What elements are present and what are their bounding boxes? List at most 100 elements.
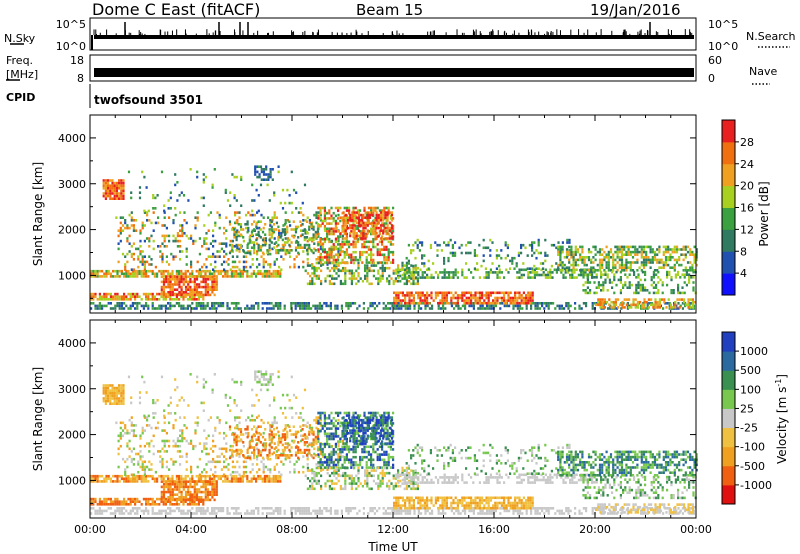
range-cell bbox=[583, 258, 586, 262]
range-cell bbox=[681, 291, 684, 295]
range-cell bbox=[443, 271, 446, 274]
range-cell bbox=[366, 274, 369, 278]
range-cell bbox=[479, 307, 482, 310]
range-cell bbox=[90, 307, 93, 310]
range-cell bbox=[180, 304, 183, 308]
range-cell bbox=[115, 216, 118, 219]
range-cell bbox=[377, 221, 380, 225]
range-cell bbox=[658, 258, 661, 262]
range-cell bbox=[213, 488, 216, 491]
range-cell bbox=[209, 275, 212, 278]
range-cell bbox=[286, 241, 289, 244]
range-cell bbox=[238, 260, 241, 264]
range-cell bbox=[113, 386, 116, 390]
range-cell bbox=[146, 219, 149, 222]
range-cell bbox=[656, 248, 659, 251]
range-cell bbox=[120, 181, 123, 185]
range-cell bbox=[114, 292, 117, 296]
range-cell bbox=[147, 304, 150, 308]
range-cell bbox=[191, 288, 194, 291]
range-cell bbox=[104, 197, 107, 200]
range-cell bbox=[319, 217, 322, 220]
range-cell bbox=[452, 276, 455, 279]
range-cell bbox=[280, 255, 283, 258]
range-cell bbox=[267, 216, 270, 219]
range-cell bbox=[339, 235, 342, 238]
range-cell bbox=[620, 307, 623, 310]
range-cell bbox=[522, 273, 525, 277]
range-cell bbox=[689, 250, 692, 254]
range-cell bbox=[572, 256, 575, 259]
range-cell bbox=[141, 226, 144, 230]
range-cell bbox=[159, 250, 162, 253]
range-cell bbox=[503, 299, 506, 302]
range-cell bbox=[606, 289, 609, 292]
range-cell bbox=[132, 434, 135, 438]
range-cell bbox=[120, 304, 123, 308]
range-cell bbox=[317, 235, 320, 238]
range-cell bbox=[586, 268, 589, 272]
range-cell bbox=[182, 496, 185, 499]
range-cell bbox=[101, 298, 104, 301]
range-cell bbox=[416, 277, 419, 280]
range-cell bbox=[341, 258, 344, 262]
range-cell bbox=[215, 285, 218, 289]
range-cell bbox=[130, 245, 133, 248]
range-cell bbox=[245, 213, 248, 217]
range-cell bbox=[164, 474, 167, 478]
range-cell bbox=[109, 295, 112, 298]
range-cell bbox=[319, 243, 322, 246]
range-cell bbox=[148, 239, 151, 243]
range-cell bbox=[639, 286, 642, 289]
range-cell bbox=[649, 245, 652, 249]
range-cell bbox=[489, 238, 492, 242]
range-cell bbox=[149, 503, 152, 506]
range-cell bbox=[136, 477, 139, 481]
range-cell bbox=[549, 271, 552, 274]
range-cell bbox=[450, 271, 453, 274]
range-cell bbox=[135, 434, 138, 438]
range-cell bbox=[197, 509, 200, 513]
range-cell bbox=[366, 213, 369, 217]
range-cell bbox=[116, 509, 119, 513]
range-cell bbox=[171, 474, 174, 478]
range-cell bbox=[593, 302, 596, 305]
range-cell bbox=[443, 262, 446, 265]
range-cell bbox=[169, 498, 172, 502]
range-cell bbox=[395, 294, 398, 297]
range-cell bbox=[201, 245, 204, 248]
range-cell bbox=[228, 275, 231, 278]
range-cell bbox=[658, 303, 661, 307]
range-cell bbox=[401, 266, 404, 270]
range-cell bbox=[648, 302, 651, 305]
range-cell bbox=[173, 304, 176, 308]
range-cell bbox=[143, 263, 146, 266]
range-cell bbox=[241, 480, 244, 483]
range-cell bbox=[357, 261, 360, 265]
range-cell bbox=[404, 299, 407, 302]
range-cell bbox=[366, 279, 369, 283]
range-cell bbox=[129, 503, 132, 506]
range-cell bbox=[301, 246, 304, 249]
range-cell bbox=[525, 301, 528, 305]
range-cell bbox=[485, 276, 488, 279]
range-cell bbox=[624, 273, 627, 276]
range-cell bbox=[412, 294, 415, 297]
range-cell bbox=[326, 211, 329, 215]
range-cell bbox=[113, 399, 116, 403]
range-cell bbox=[397, 296, 400, 300]
range-cell bbox=[364, 211, 367, 214]
range-cell bbox=[518, 296, 521, 300]
range-cell bbox=[627, 253, 630, 256]
range-cell bbox=[248, 275, 251, 278]
range-cell bbox=[601, 253, 604, 256]
range-cell bbox=[164, 298, 167, 301]
range-cell bbox=[617, 306, 620, 309]
range-cell bbox=[202, 204, 205, 207]
range-cell bbox=[634, 253, 637, 256]
range-cell bbox=[143, 260, 146, 264]
range-cell bbox=[565, 266, 569, 269]
range-cell bbox=[662, 263, 665, 267]
range-cell bbox=[128, 418, 131, 422]
range-cell bbox=[319, 209, 322, 212]
